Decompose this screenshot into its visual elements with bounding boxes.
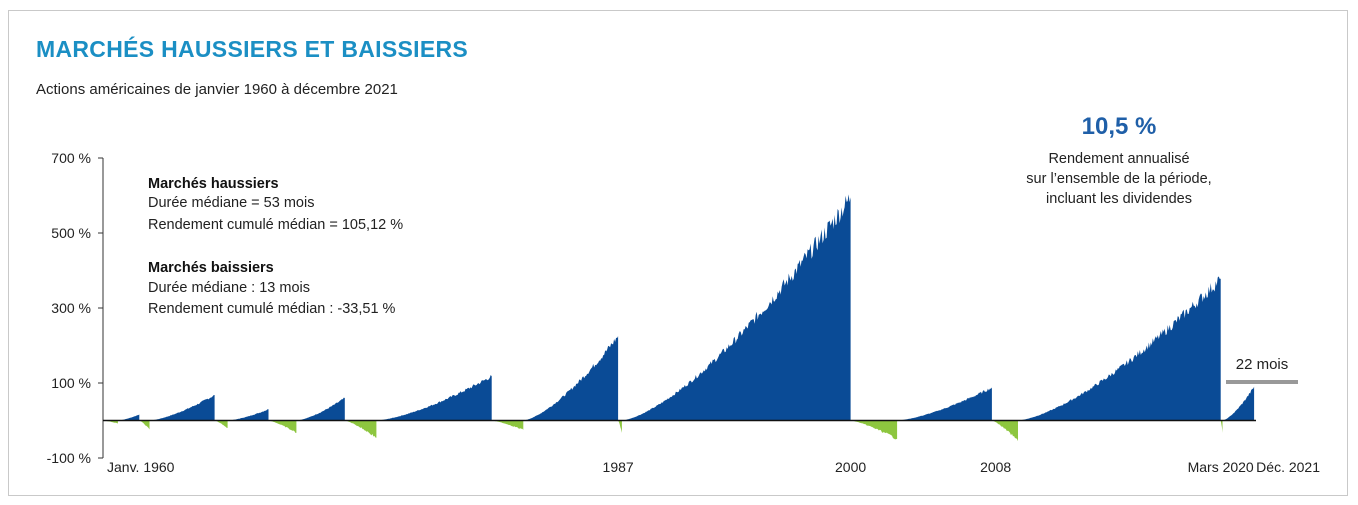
- bear-market-area-2: [139, 420, 150, 430]
- bull-annotation-return: Rendement cumulé médian = 105,12 %: [148, 217, 403, 233]
- bear-market-area-8: [850, 420, 898, 440]
- bear-annotation-heading: Marchés baissiers: [148, 260, 274, 276]
- bear-market-area-9: [991, 420, 1018, 442]
- bull-market-area-7: [621, 194, 851, 421]
- y-tick-label: 300 %: [51, 300, 91, 316]
- bear-annotation-return: Rendement cumulé médian : -33,51 %: [148, 301, 396, 317]
- bull-annotation-heading: Marchés haussiers: [148, 176, 279, 192]
- bull-market-area-3: [227, 409, 269, 421]
- x-labels: Janv. 1960 1987 2000 2008 Mars 2020 Déc. 2021: [107, 459, 1320, 475]
- x-axis-label: Mars 2020: [1188, 459, 1254, 475]
- y-tick-label: -100 %: [47, 450, 91, 466]
- y-tick-label: 700 %: [51, 150, 91, 166]
- annualized-return-line3: incluant les dividendes: [1046, 191, 1192, 207]
- bear-annotation-duration: Durée médiane : 13 mois: [148, 280, 310, 296]
- x-axis-label: Déc. 2021: [1256, 459, 1320, 475]
- bear-market-area-4: [268, 420, 297, 433]
- bull-market-area-8: [897, 387, 992, 421]
- x-axis-label: Janv. 1960: [107, 459, 175, 475]
- bull-annotation-duration: Durée médiane = 53 mois: [148, 195, 314, 211]
- y-tick-label: 500 %: [51, 225, 91, 241]
- annualized-return-callout: 10,5 % Rendement annualisé sur l’ensembl…: [1026, 113, 1211, 207]
- annualized-return-value: 10,5 %: [1082, 113, 1157, 140]
- x-axis-label: 2008: [980, 459, 1011, 475]
- bear-market-area-5: [344, 420, 377, 438]
- bear-market-area-7: [618, 420, 622, 433]
- bull-market-area-5: [376, 375, 492, 421]
- bear-market-area-3: [214, 420, 228, 428]
- chart-title: MARCHÉS HAUSSIERS ET BAISSIERS: [36, 36, 469, 62]
- annualized-return-line1: Rendement annualisé: [1048, 151, 1189, 167]
- bear-annotation: Marchés baissiers Durée médiane : 13 moi…: [148, 260, 396, 317]
- y-tick-label: 100 %: [51, 375, 91, 391]
- x-axis-label: 1987: [603, 459, 634, 475]
- bull-market-area-10: [1222, 386, 1255, 421]
- chart-subtitle: Actions américaines de janvier 1960 à dé…: [36, 81, 398, 98]
- bull-market-area-4: [296, 397, 345, 421]
- bear-market-area-10: [1220, 420, 1223, 433]
- last-bull-marker: 22 mois: [1226, 356, 1298, 384]
- annualized-return-line2: sur l’ensemble de la période,: [1026, 171, 1211, 187]
- bull-market-area-9: [1018, 276, 1221, 421]
- bear-market-area-6: [491, 420, 524, 430]
- bull-market-area-2: [149, 395, 215, 421]
- x-axis-label: 2000: [835, 459, 866, 475]
- last-bull-duration-label: 22 mois: [1236, 356, 1289, 373]
- y-ticks: 700 % 500 % 300 % 100 % -100 %: [47, 150, 103, 466]
- bull-market-area-1: [117, 414, 140, 421]
- bull-market-area-6: [523, 336, 619, 421]
- bull-annotation: Marchés haussiers Durée médiane = 53 moi…: [148, 176, 403, 233]
